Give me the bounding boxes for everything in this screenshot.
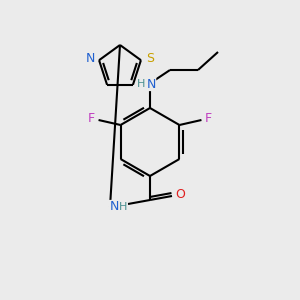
- Text: H: H: [119, 202, 127, 212]
- Text: H: H: [137, 79, 145, 89]
- Text: F: F: [205, 112, 212, 125]
- Text: S: S: [146, 52, 154, 65]
- Text: N: N: [85, 52, 95, 65]
- Text: O: O: [175, 188, 185, 202]
- Text: F: F: [88, 112, 95, 125]
- Text: N: N: [146, 77, 156, 91]
- Text: N: N: [109, 200, 119, 214]
